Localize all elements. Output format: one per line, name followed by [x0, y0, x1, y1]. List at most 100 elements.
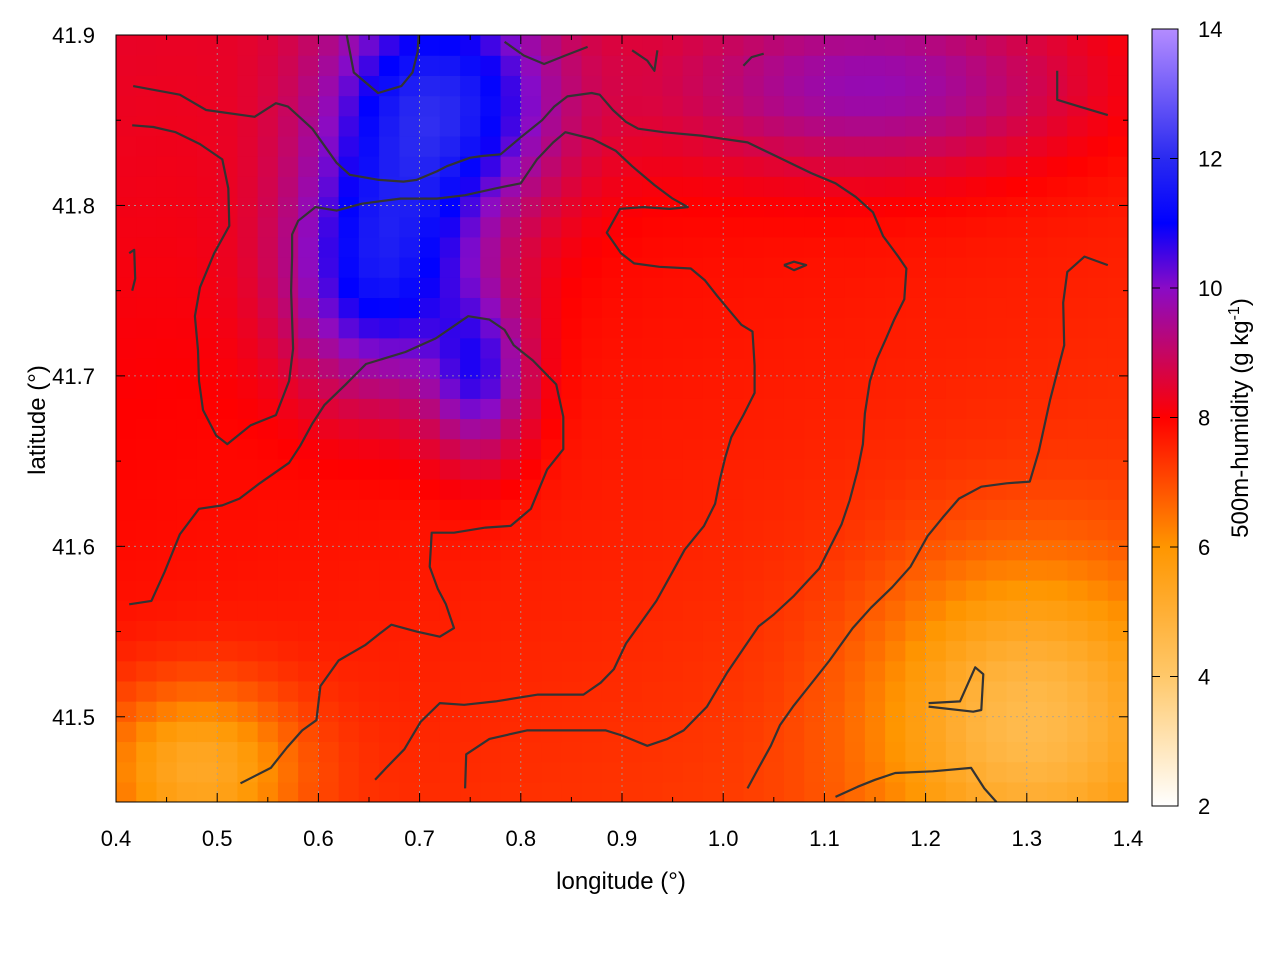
heatmap-cell	[945, 519, 967, 541]
heatmap-cell	[763, 701, 785, 722]
heatmap-cell	[864, 418, 886, 440]
heatmap-cell	[966, 196, 987, 218]
heatmap-cell	[318, 741, 340, 763]
heatmap-cell	[966, 398, 987, 420]
heatmap-cell	[419, 741, 441, 763]
heatmap-cell	[338, 600, 360, 621]
heatmap-cell	[1047, 600, 1068, 621]
heatmap-cell	[1087, 75, 1109, 97]
heatmap-cell	[419, 458, 441, 480]
heatmap-cell	[196, 438, 218, 460]
heatmap-cell	[277, 458, 299, 480]
heatmap-cell	[682, 135, 704, 157]
heatmap-cell	[196, 539, 218, 561]
heatmap-cell	[1067, 55, 1089, 76]
heatmap-cell	[1087, 640, 1109, 662]
heatmap-cell	[541, 701, 562, 722]
heatmap-cell	[622, 680, 643, 702]
heatmap-cell	[682, 115, 704, 137]
heatmap-cell	[116, 75, 137, 97]
heatmap-cell	[925, 438, 947, 460]
heatmap-cell	[439, 176, 461, 198]
heatmap-cell	[237, 196, 259, 218]
heatmap-cell	[338, 236, 360, 258]
heatmap-cell	[864, 559, 886, 581]
heatmap-cell	[581, 761, 603, 783]
heatmap-cell	[298, 519, 319, 541]
heatmap-cell	[783, 95, 805, 117]
colorbar-tick-label: 10	[1198, 276, 1222, 301]
heatmap-cell	[642, 236, 664, 258]
heatmap-cell	[1067, 761, 1089, 783]
heatmap-cell	[986, 479, 1008, 500]
heatmap-cell	[682, 216, 704, 238]
heatmap-cell	[277, 55, 299, 76]
heatmap-cell	[520, 660, 542, 682]
heatmap-cell	[642, 499, 664, 521]
heatmap-cell	[864, 600, 886, 621]
heatmap-cell	[925, 317, 947, 339]
heatmap-cell	[601, 337, 623, 359]
heatmap-cell	[864, 579, 886, 601]
heatmap-cell	[743, 458, 765, 480]
heatmap-cell	[925, 216, 947, 238]
heatmap-cell	[298, 176, 319, 198]
heatmap-cell	[1026, 317, 1048, 339]
heatmap-cell	[318, 236, 340, 258]
heatmap-cell	[885, 75, 906, 97]
heatmap-cell	[864, 680, 886, 702]
heatmap-cell	[1006, 438, 1028, 460]
heatmap-cell	[844, 701, 866, 722]
heatmap-cell	[156, 579, 178, 601]
heatmap-cell	[601, 680, 623, 702]
heatmap-cell	[1006, 701, 1028, 722]
heatmap-cell	[763, 781, 785, 802]
heatmap-cell	[338, 519, 360, 541]
heatmap-cell	[500, 378, 522, 399]
heatmap-cell	[541, 55, 562, 76]
heatmap-cell	[237, 499, 259, 521]
heatmap-cell	[277, 236, 299, 258]
heatmap-cell	[561, 539, 583, 561]
heatmap-cell	[399, 761, 421, 783]
heatmap-cell	[763, 257, 785, 278]
heatmap-cell	[561, 176, 583, 198]
heatmap-cell	[217, 479, 239, 500]
heatmap-cell	[804, 95, 825, 117]
heatmap-cell	[277, 438, 299, 460]
heatmap-cell	[1047, 579, 1068, 601]
heatmap-cell	[1026, 55, 1048, 76]
heatmap-cell	[642, 559, 664, 581]
heatmap-cell	[176, 721, 198, 743]
heatmap-cell	[358, 357, 380, 379]
heatmap-cell	[885, 398, 906, 420]
heatmap-cell	[520, 761, 542, 783]
heatmap-cell	[561, 620, 583, 642]
heatmap-cell	[601, 176, 623, 198]
heatmap-cell	[622, 75, 643, 97]
heatmap-cell	[885, 479, 906, 500]
heatmap-cell	[804, 539, 825, 561]
heatmap-cell	[601, 196, 623, 218]
heatmap-cell	[541, 277, 562, 298]
heatmap-cell	[237, 600, 259, 621]
heatmap-cell	[379, 721, 400, 743]
heatmap-cell	[581, 196, 603, 218]
heatmap-cell	[1047, 398, 1068, 420]
heatmap-cell	[298, 741, 319, 763]
heatmap-cell	[237, 337, 259, 359]
heatmap-cell	[986, 458, 1008, 480]
heatmap-cell	[561, 297, 583, 319]
heatmap-cell	[196, 519, 218, 541]
heatmap-cell	[945, 236, 967, 258]
heatmap-cell	[318, 257, 340, 278]
contour-line	[746, 255, 1109, 789]
heatmap-cell	[419, 620, 441, 642]
heatmap-cell	[358, 156, 380, 177]
heatmap-cell	[500, 479, 522, 500]
heatmap-cell	[257, 479, 279, 500]
heatmap-cell	[682, 35, 704, 56]
heatmap-cell	[945, 579, 967, 601]
heatmap-cell	[905, 660, 927, 682]
